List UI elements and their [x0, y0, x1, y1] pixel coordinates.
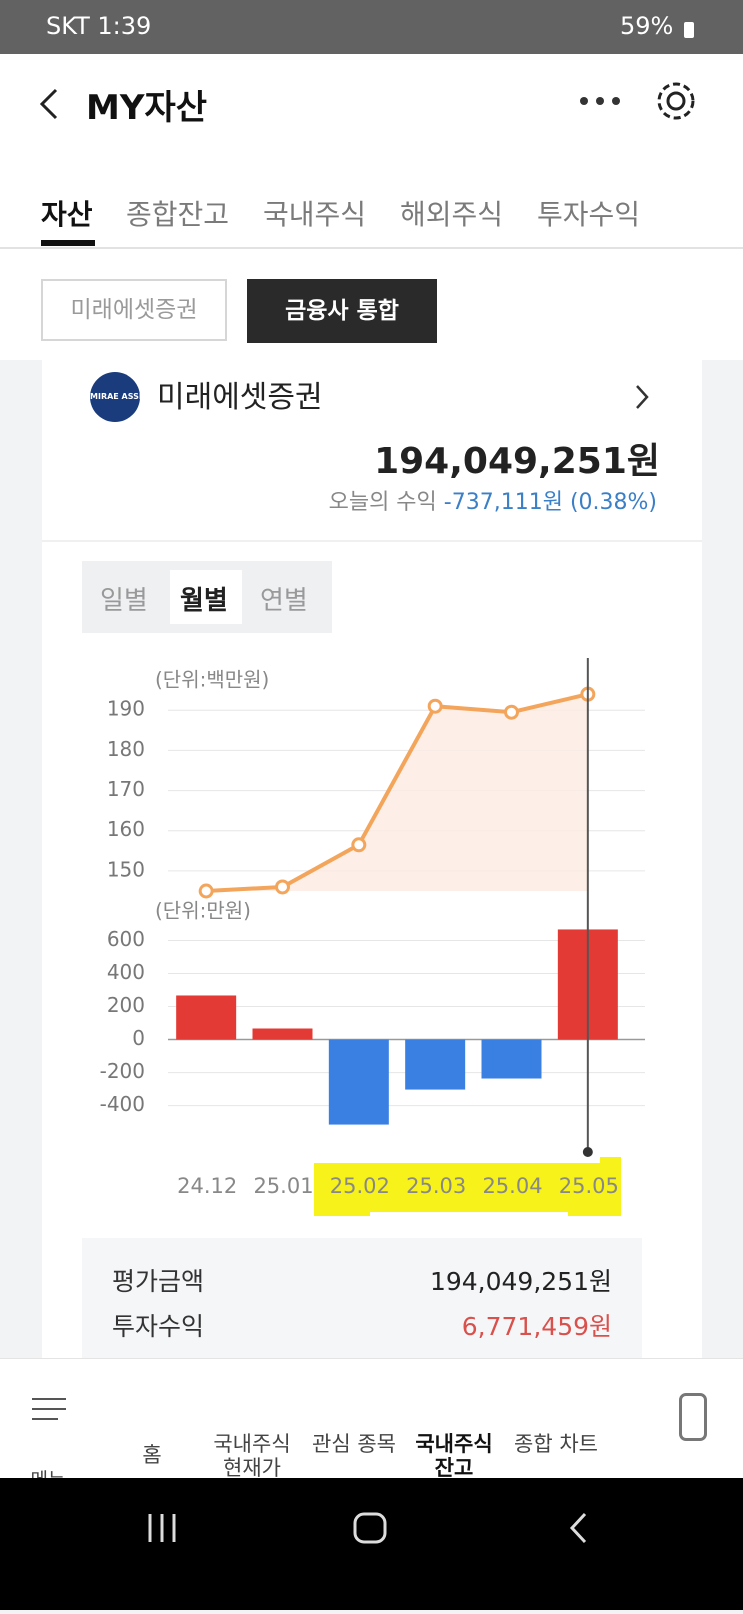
nav-item[interactable]: 국내주식 잔고: [415, 1432, 493, 1480]
x-tick-label: 25.04: [482, 1174, 542, 1198]
point: [427, 698, 443, 714]
today-profit: 오늘의 수익 -737,111원 (0.38%): [329, 484, 657, 516]
bar: [252, 1028, 313, 1040]
y-tick-label: 400: [107, 960, 145, 984]
y-tick-label: -200: [100, 1059, 145, 1083]
summary-box: 평가금액 194,049,251원 투자수익 6,771,459원: [82, 1238, 642, 1360]
battery: 59%: [620, 12, 674, 40]
period-option[interactable]: 월별: [180, 586, 228, 616]
y-tick-label: 0: [132, 1026, 145, 1050]
x-tick-label: 25.05: [559, 1174, 619, 1198]
menu-icon[interactable]: [30, 1395, 70, 1425]
y-tick-label: -400: [100, 1092, 145, 1116]
nav-item[interactable]: 홈: [142, 1443, 162, 1467]
y-tick-label: 150: [107, 857, 145, 881]
header: MY자산 자산 종합잔고 국내주식 해외주식 투자수익 미래에셋증권 금융사 통합: [0, 54, 743, 360]
tab[interactable]: 자산: [41, 198, 93, 231]
point: [351, 837, 367, 853]
summary-value: 6,771,459원: [461, 1312, 612, 1341]
period-option[interactable]: 연별: [260, 586, 308, 616]
summary-label: 평가금액: [112, 1267, 205, 1296]
bar: [328, 1039, 389, 1125]
tab-underline: [41, 240, 95, 246]
bar: [405, 1039, 466, 1090]
summary-label: 투자수익: [112, 1312, 205, 1341]
total-amount: 194,049,251원: [374, 441, 660, 482]
tab[interactable]: 종합잔고: [126, 198, 230, 231]
nav-item[interactable]: 관심 종목: [312, 1432, 396, 1456]
bottom-nav: [0, 1358, 743, 1479]
today-value: -737,111원 (0.38%): [443, 490, 657, 515]
logo: MIRAE ASSET: [90, 372, 150, 422]
x-tick-label: 24.12: [177, 1174, 237, 1198]
unit-label: (단위:만원): [155, 899, 251, 923]
y-tick-label: 160: [107, 817, 145, 841]
point: [198, 883, 214, 899]
system-nav: [0, 1478, 743, 1610]
status-bar: SKT 1:39 59%: [0, 0, 743, 54]
tab[interactable]: 국내주식: [263, 198, 367, 231]
chevron[interactable]: [632, 382, 652, 412]
back-button[interactable]: [36, 84, 66, 124]
y-tick-label: 200: [107, 993, 145, 1017]
account-name[interactable]: 미래에셋증권: [157, 380, 323, 415]
y-tick-label: 190: [107, 697, 145, 721]
y-tick-label: 600: [107, 927, 145, 951]
point: [275, 879, 290, 895]
x-tick-label: 25.03: [406, 1174, 466, 1198]
carrier-time: SKT 1:39: [46, 12, 152, 40]
nav-item[interactable]: 종합 차트: [514, 1432, 598, 1456]
today-label: 오늘의 수익: [328, 490, 437, 515]
period-option[interactable]: 일별: [100, 586, 148, 616]
tab-bar: 자산 종합잔고 국내주식 해외주식 투자수익: [0, 179, 743, 249]
area: [206, 694, 588, 891]
x-tick-label: 25.02: [330, 1174, 390, 1198]
tab[interactable]: 투자수익: [537, 198, 641, 231]
filter-button[interactable]: 미래에셋증권: [41, 279, 227, 341]
line: [206, 692, 589, 893]
page-title: MY자산: [86, 88, 208, 128]
unit-label: (단위:백만원): [155, 668, 269, 692]
divider: [42, 540, 702, 542]
more-button[interactable]: [578, 91, 628, 111]
tab[interactable]: 해외주식: [400, 198, 504, 231]
filter-button[interactable]: 금융사 통합: [247, 279, 437, 343]
system-buttons[interactable]: [0, 1478, 743, 1610]
chart: (단위:백만원) 150 160 170 180 190 (단위:만원) 600 400 200 0…: [100, 658, 645, 1216]
highlight: [314, 1157, 621, 1216]
period-selected: [170, 570, 242, 624]
cursor-dot: [582, 1147, 593, 1157]
nav-item[interactable]: 국내주식 현재가: [213, 1432, 291, 1480]
y-tick-label: 180: [107, 737, 145, 761]
settings-button[interactable]: [653, 78, 699, 124]
x-tick-label: 25.01: [253, 1174, 313, 1198]
y-tick-label: 170: [107, 777, 145, 801]
battery-icon: [684, 22, 694, 38]
bar: [176, 995, 237, 1040]
bar: [481, 1039, 542, 1079]
summary-value: 194,049,251원: [429, 1267, 612, 1296]
app-icon[interactable]: [679, 1393, 707, 1441]
point: [504, 704, 519, 720]
